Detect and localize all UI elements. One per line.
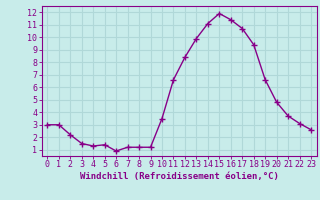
X-axis label: Windchill (Refroidissement éolien,°C): Windchill (Refroidissement éolien,°C) xyxy=(80,172,279,181)
